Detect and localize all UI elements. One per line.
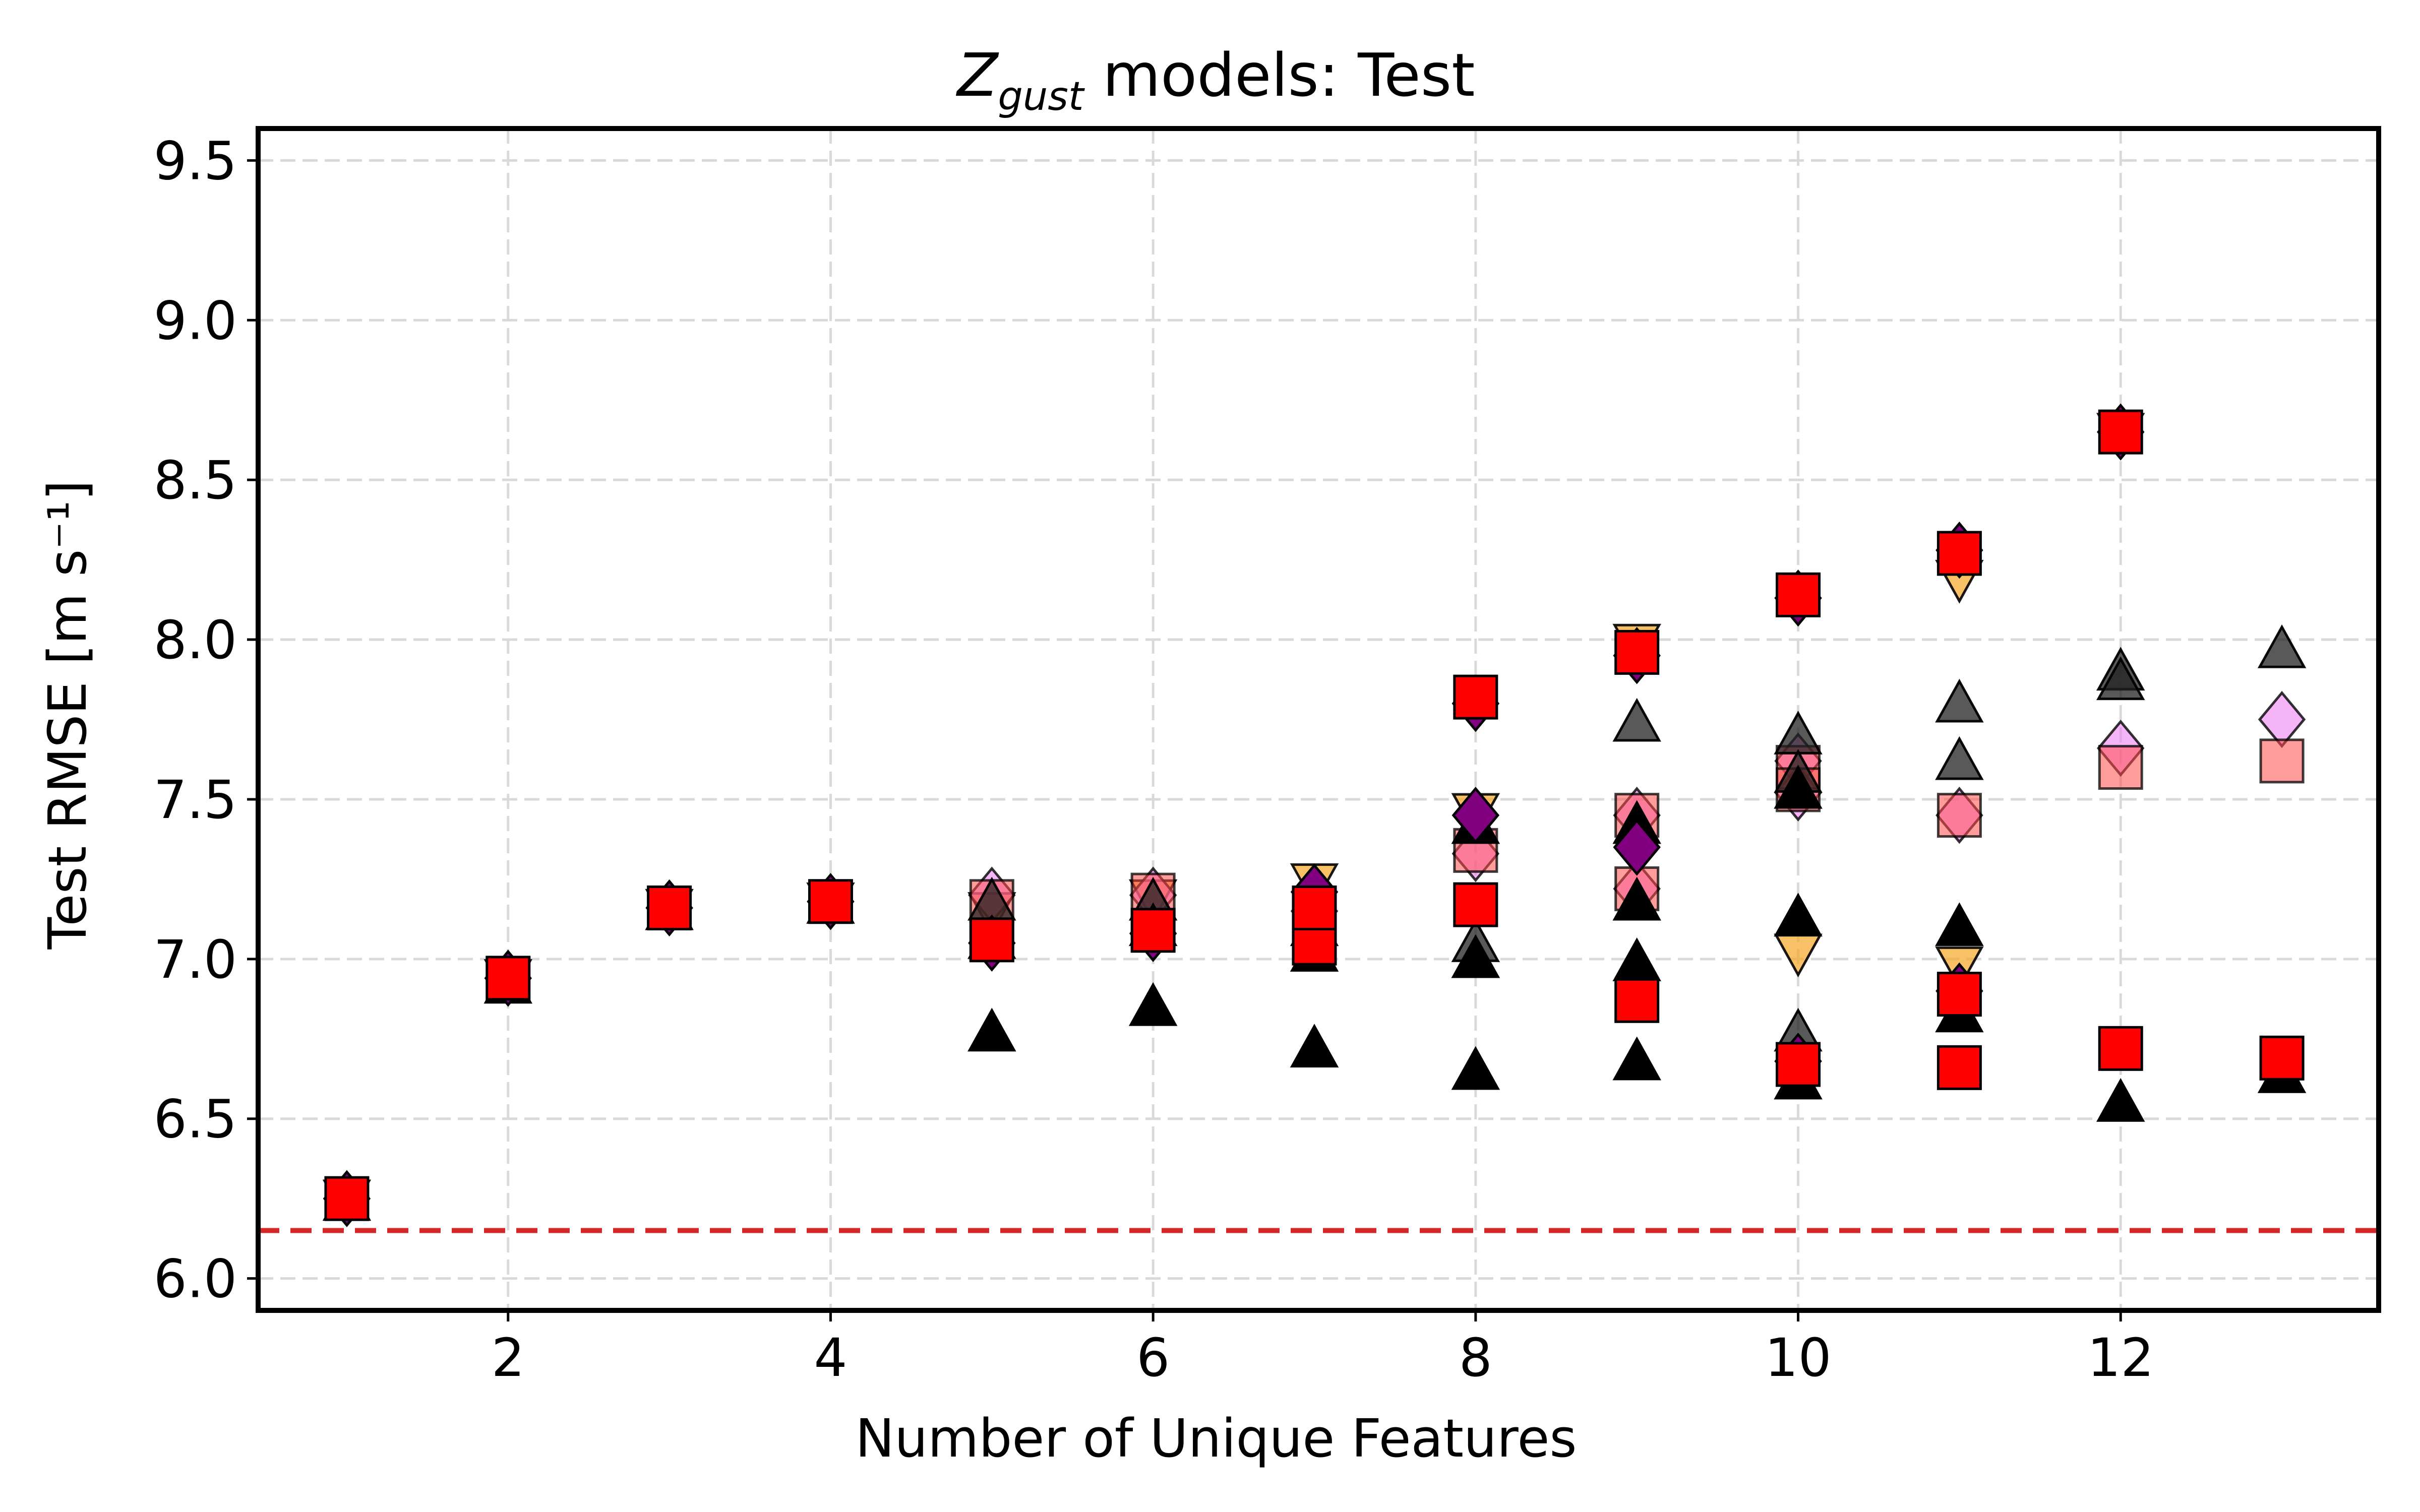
triangle-marker [1612,698,1661,742]
square-marker [486,956,531,1001]
triangle-marker [2096,656,2145,701]
square-marker [1453,882,1498,927]
x-tick-label: 6 [1136,1327,1170,1389]
y-tick-label: 8.0 [154,609,237,671]
y-tick-label: 6.5 [154,1089,237,1150]
square-marker [1453,674,1498,720]
title-symbol: Z [955,40,999,110]
triangle-marker [1290,1024,1339,1067]
y-axis-label: Test RMSE [m s⁻¹] [37,480,98,950]
title-rest: models: Test [1083,40,1475,110]
triangle-marker [1774,893,1823,937]
square-marker [1130,908,1176,953]
axis-ticks: 2 4 6 8 10 12 6.0 6.5 7.0 7.5 8.0 8.5 9.0 9.5 [154,130,2154,1389]
square-marker [1937,1045,1982,1090]
triangle-marker [1935,736,1984,780]
square-marker [1937,972,1982,1017]
square-marker [2098,1026,2143,1071]
square-marker [324,1176,370,1221]
data-markers [322,403,2307,1227]
square-marker [1776,1042,1821,1087]
triangle-marker [967,1007,1016,1052]
square-marker [647,885,692,930]
square-marker [2098,745,2143,790]
x-tick-label: 10 [1765,1327,1831,1389]
square-marker [1937,531,1982,576]
diamond-marker [1613,818,1661,876]
triangle-marker [1935,678,1984,723]
triangle-marker [1612,876,1661,921]
triangle-marker [1935,902,1984,947]
square-marker [808,879,853,924]
x-tick-label: 2 [492,1327,525,1389]
x-axis-label: Number of Unique Features [855,1408,1577,1469]
square-marker [969,917,1014,963]
chart-title: Zgust models: Test [955,40,1475,119]
triangle-marker [2096,1078,2145,1122]
square-marker [2098,409,2143,455]
triangle-marker [1774,765,1823,809]
x-tick-label: 12 [2087,1327,2154,1389]
square-marker [2259,738,2305,784]
diamond-marker [1451,786,1500,844]
y-tick-label: 8.5 [154,450,237,511]
square-marker [1614,978,1660,1023]
plot-frame [256,126,2381,1313]
square-marker [1614,629,1660,675]
triangle-marker [1612,1036,1661,1081]
title-subscript: gust [998,74,1085,119]
square-marker [1776,572,1821,617]
triangle-marker [2257,624,2307,668]
y-tick-label: 9.0 [154,290,237,351]
square-marker [1292,885,1337,930]
y-tick-label: 7.0 [154,929,237,990]
x-tick-label: 4 [814,1327,847,1389]
y-tick-label: 7.5 [154,769,237,831]
triangle-marker [1451,1046,1500,1090]
y-tick-label: 6.0 [154,1248,237,1310]
triangle-marker [1451,934,1500,978]
square-marker [2259,1035,2305,1081]
triangle-marker [1128,982,1178,1026]
x-tick-label: 8 [1459,1327,1492,1389]
square-marker [1937,793,1982,838]
y-tick-label: 9.5 [154,130,237,192]
